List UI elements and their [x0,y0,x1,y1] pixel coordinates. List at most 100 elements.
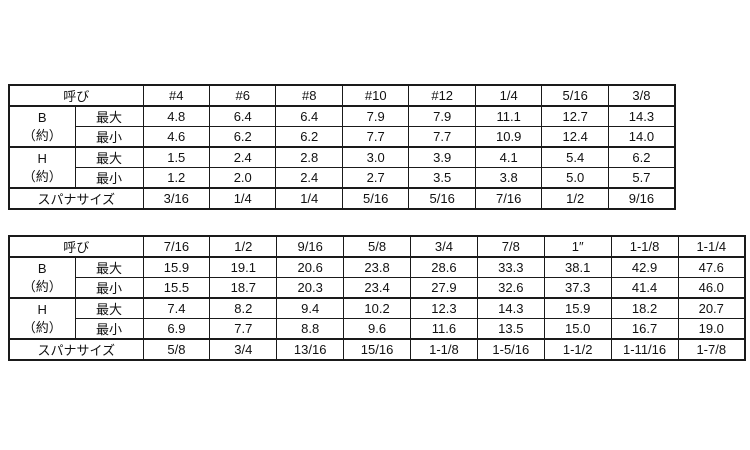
b-min-cell: 6.2 [275,126,343,148]
b-min-cell: 23.4 [343,277,412,299]
b-max-cell: 28.6 [410,256,478,278]
h-min-row: 最小 6.9 7.7 8.8 9.6 11.6 13.5 15.0 16.7 19.0 [9,318,746,340]
b-max-cell: 19.1 [209,256,278,278]
spanner-size-cell: 1/2 [541,187,609,210]
min-label: 最小 [74,167,144,189]
b-min-cell: 6.2 [208,126,277,148]
spanner-row: スパナサイズ 5/8 3/4 13/16 15/16 1-1/8 1-5/16 1-1/2 1… [8,338,746,361]
size-header-cell: 1-1/4 [677,235,746,258]
b-min-cell: 46.0 [677,277,746,299]
h-min-cell: 3.5 [408,167,476,189]
h-max-row: H （約） 最大 1.5 2.4 2.8 3.0 3.9 4.1 5.4 6.2 [8,146,676,189]
h-min-cell: 7.7 [209,318,278,340]
min-label: 最小 [74,126,144,148]
spanner-row: スパナサイズ 3/16 1/4 1/4 5/16 5/16 7/16 1/2 9/16 [8,187,676,210]
b-max-cell: 7.9 [408,105,476,127]
h-max-cell: 2.8 [275,146,343,168]
b-min-cell: 41.4 [610,277,679,299]
approx-label: （約） [22,278,62,294]
h-min-cell: 13.5 [476,318,545,340]
spanner-size-cell: 13/16 [276,338,345,361]
b-min-row: 最小 15.5 18.7 20.3 23.4 27.9 32.6 37.3 41.4 46.0 [9,277,746,299]
b-min-cell: 14.0 [607,126,676,148]
spanner-size-cell: 3/4 [209,338,278,361]
h-min-cell: 11.6 [410,318,478,340]
b-max-cell: 23.8 [343,256,412,278]
b-min-cell: 12.4 [541,126,609,148]
h-max-cell: 15.9 [543,297,612,319]
row-label-h-approx: H （約） [8,146,76,189]
b-max-cell: 6.4 [208,105,277,127]
spanner-size-label: スパナサイズ [8,187,144,210]
h-min-cell: 19.0 [677,318,746,340]
size-header-cell: #12 [408,84,476,107]
h-max-cell: 8.2 [209,297,278,319]
h-min-cell: 16.7 [610,318,679,340]
row-label-b-approx: B （約） [8,105,76,148]
size-header-cell: 7/8 [476,235,545,258]
row-label-b-approx: B （約） [8,256,76,299]
size-header-cell: #8 [275,84,343,107]
size-header-cell: 1″ [543,235,612,258]
b-max-cell: 33.3 [476,256,545,278]
header-row: 呼び #4 #6 #8 #10 #12 1/4 5/16 3/8 [8,84,676,107]
h-min-cell: 3.8 [474,167,543,189]
h-min-cell: 15.0 [543,318,612,340]
b-max-row: B （約） 最大 4.8 6.4 6.4 7.9 7.9 11.1 12.7 14.3 [8,105,676,148]
approx-label: （約） [22,127,62,143]
h-min-cell: 5.7 [607,167,676,189]
spanner-size-cell: 1-1/8 [410,338,478,361]
min-label: 最小 [74,318,144,340]
max-label: 最大 [74,256,144,278]
size-header-cell: 7/16 [142,235,211,258]
b-min-cell: 20.3 [276,277,345,299]
dimension-table-small-sizes: 呼び #4 #6 #8 #10 #12 1/4 5/16 3/8 B （約） 最大 4.8 6.… [8,84,676,210]
b-max-row: B （約） 最大 15.9 19.1 20.6 23.8 28.6 33.3 38.1 42.… [8,256,746,299]
b-min-cell: 32.6 [476,277,545,299]
h-min-cell: 2.0 [208,167,277,189]
b-max-cell: 47.6 [677,256,746,278]
spanner-size-cell: 1-7/8 [677,338,746,361]
spanner-size-cell: 1-11/16 [610,338,679,361]
b-max-cell: 20.6 [276,256,345,278]
h-max-cell: 9.4 [276,297,345,319]
spanner-size-cell: 5/16 [341,187,410,210]
b-min-cell: 37.3 [543,277,612,299]
h-max-cell: 14.3 [476,297,545,319]
max-label: 最大 [74,297,144,319]
h-min-cell: 2.4 [275,167,343,189]
nominal-size-label: 呼び [8,235,144,258]
b-min-cell: 4.6 [142,126,211,148]
h-max-row: H （約） 最大 7.4 8.2 9.4 10.2 12.3 14.3 15.9 18.2 20… [8,297,746,340]
h-min-cell: 1.2 [142,167,211,189]
b-min-cell: 7.7 [408,126,476,148]
b-max-cell: 14.3 [607,105,676,127]
h-min-cell: 2.7 [341,167,410,189]
row-label-h-approx: H （約） [8,297,76,340]
h-min-cell: 8.8 [276,318,345,340]
dimension-table-large-sizes: 呼び 7/16 1/2 9/16 5/8 3/4 7/8 1″ 1-1/8 1-1/4 B （約… [8,235,746,361]
b-min-cell: 18.7 [209,277,278,299]
b-min-cell: 10.9 [474,126,543,148]
b-label: B [37,109,47,125]
b-max-cell: 7.9 [341,105,410,127]
size-header-cell: 1-1/8 [610,235,679,258]
spanner-size-cell: 1/4 [275,187,343,210]
size-header-cell: 9/16 [276,235,345,258]
h-max-cell: 3.9 [408,146,476,168]
size-header-cell: #10 [341,84,410,107]
b-max-cell: 11.1 [474,105,543,127]
h-min-cell: 6.9 [142,318,211,340]
b-label: B [37,260,47,276]
max-label: 最大 [74,105,144,127]
h-max-cell: 5.4 [541,146,609,168]
spanner-size-cell: 3/16 [142,187,211,210]
spanner-size-cell: 1-1/2 [543,338,612,361]
size-header-cell: 3/4 [410,235,478,258]
size-header-cell: 5/8 [343,235,412,258]
nominal-size-label: 呼び [8,84,144,107]
max-label: 最大 [74,146,144,168]
approx-label: （約） [22,319,62,335]
b-max-cell: 38.1 [543,256,612,278]
spanner-size-cell: 1/4 [208,187,277,210]
